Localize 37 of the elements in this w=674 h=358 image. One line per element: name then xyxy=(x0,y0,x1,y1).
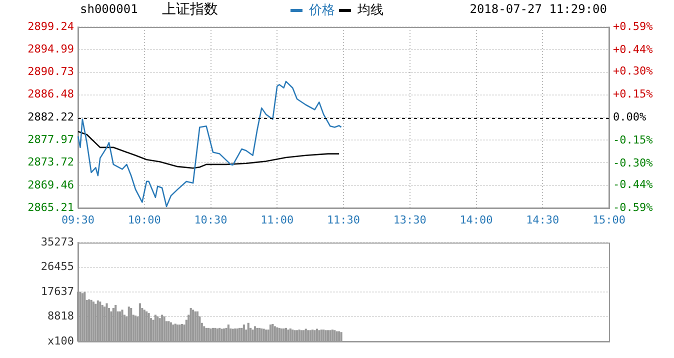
x-tick-label: 09:30 xyxy=(61,213,95,226)
legend-label: 价格 xyxy=(308,2,335,18)
y-tick-label: 2865.21 xyxy=(28,200,74,214)
y-tick-label: 35273 xyxy=(40,235,74,248)
y2-tick-label: +0.59% xyxy=(613,20,654,33)
y-tick-label: x100 xyxy=(48,334,74,348)
x-tick-label: 14:30 xyxy=(526,213,560,226)
y-tick-label: 2873.72 xyxy=(28,156,74,169)
y2-tick-label: +0.15% xyxy=(613,87,654,100)
legend-label: 均线 xyxy=(356,2,384,18)
y2-tick-label: -0.15% xyxy=(613,133,654,146)
x-tick-label: 11:30 xyxy=(326,213,360,226)
chart-title: 上证指数 xyxy=(162,2,218,18)
x-tick-label: 10:30 xyxy=(194,213,228,226)
text: sh000001 xyxy=(80,2,138,16)
y-tick-label: 8818 xyxy=(48,310,74,323)
y2-tick-label: +0.44% xyxy=(613,42,654,56)
x-tick-label: 15:00 xyxy=(592,213,626,226)
y-tick-label: 2869.46 xyxy=(28,178,74,192)
x-tick-label: 11:00 xyxy=(260,213,294,226)
y-tick-label: 2890.73 xyxy=(28,65,74,78)
y-tick-label: 2882.22 xyxy=(28,110,74,124)
y2-tick-label: -0.30% xyxy=(613,156,654,170)
y2-tick-label: -0.59% xyxy=(613,200,654,214)
text: 2018-07-27 11:29:00 xyxy=(470,2,607,16)
x-tick-label: 13:30 xyxy=(393,213,426,226)
y-tick-label: 2894.99 xyxy=(28,42,74,56)
y2-tick-label: 0.00% xyxy=(613,110,646,124)
x-tick-label: 10:00 xyxy=(128,213,161,226)
y2-tick-label: +0.30% xyxy=(613,64,654,78)
y-tick-label: 2877.97 xyxy=(28,132,74,146)
y2-tick-label: -0.44% xyxy=(613,178,654,191)
y-tick-label: 26455 xyxy=(40,260,74,274)
y-tick-label: 17637 xyxy=(40,284,74,298)
x-tick-label: 14:00 xyxy=(460,213,493,226)
y-tick-label: 2899.24 xyxy=(28,20,74,33)
y-tick-label: 2886.48 xyxy=(28,88,74,101)
